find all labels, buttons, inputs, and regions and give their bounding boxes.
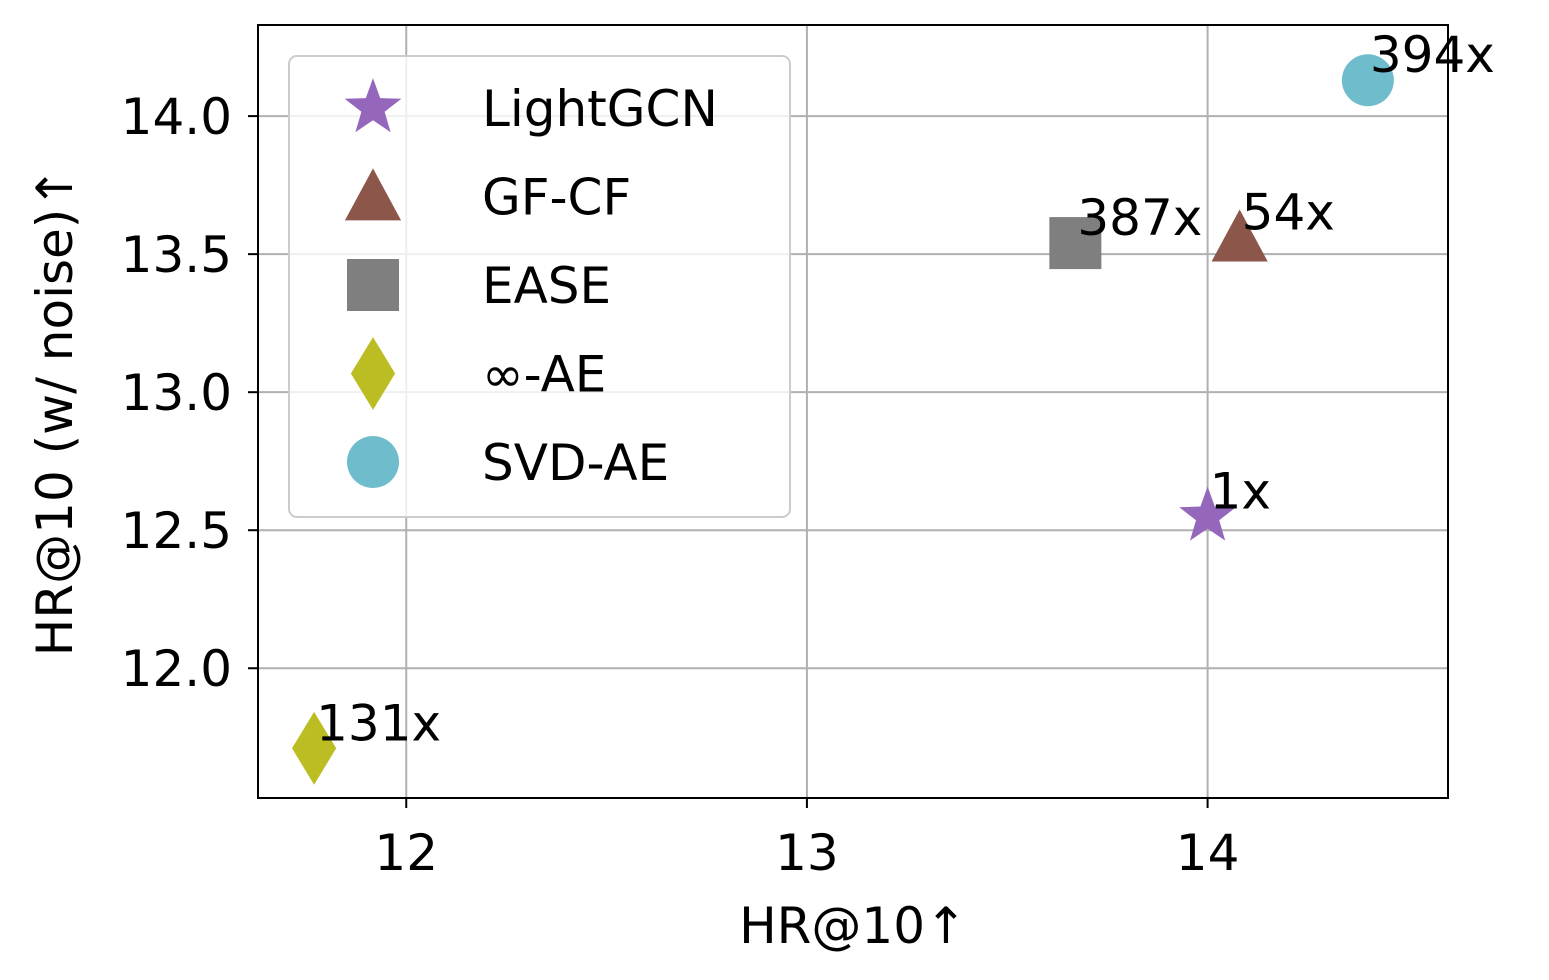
- legend-marker-square: [347, 259, 399, 311]
- legend: LightGCN GF-CF EASE ∞-AE SVD-AE: [288, 55, 791, 518]
- data-point-diamond: [291, 711, 337, 785]
- legend-marker-star: [344, 78, 402, 133]
- axis-ticks: 12 13 14 12.0 12.5 13.0 13.5 14.0: [121, 88, 1240, 882]
- y-tick-label: 12.5: [121, 502, 232, 560]
- data-point-label: 394x: [1370, 26, 1495, 84]
- y-tick-label: 13.5: [121, 226, 232, 284]
- y-tick-label: 13.0: [121, 364, 232, 422]
- x-tick-label: 14: [1176, 824, 1240, 882]
- data-points: [291, 54, 1394, 785]
- plot-frame: [257, 24, 1449, 799]
- legend-label: ∞-AE: [482, 346, 606, 404]
- point-labels: 1x 54x 387x 131x 394x: [316, 26, 1495, 752]
- data-point-circle: [1341, 54, 1394, 107]
- y-tick-label: 14.0: [121, 88, 232, 146]
- y-tick-label: 12.0: [121, 640, 232, 698]
- legend-label: SVD-AE: [482, 434, 669, 492]
- legend-marker-triangle: [344, 168, 402, 221]
- data-point-label: 131x: [316, 694, 441, 752]
- x-tick-label: 13: [775, 824, 839, 882]
- x-axis-label: HR@10↑: [739, 897, 967, 955]
- data-point-label: 1x: [1210, 462, 1271, 520]
- legend-label: GF-CF: [482, 169, 631, 227]
- legend-label: LightGCN: [482, 80, 718, 138]
- legend-marker-diamond: [350, 337, 396, 410]
- data-point-star: [1179, 486, 1236, 541]
- legend-label: EASE: [482, 257, 611, 315]
- data-point-label: 387x: [1077, 189, 1202, 247]
- y-axis-label: HR@10 (w/ noise)↑: [26, 167, 84, 656]
- data-point-square: [1049, 217, 1102, 270]
- legend-box: [288, 55, 791, 518]
- data-point-label: 54x: [1242, 184, 1335, 242]
- x-tick-label: 12: [374, 824, 438, 882]
- legend-marker-circle: [347, 436, 399, 488]
- data-point-triangle: [1211, 209, 1268, 262]
